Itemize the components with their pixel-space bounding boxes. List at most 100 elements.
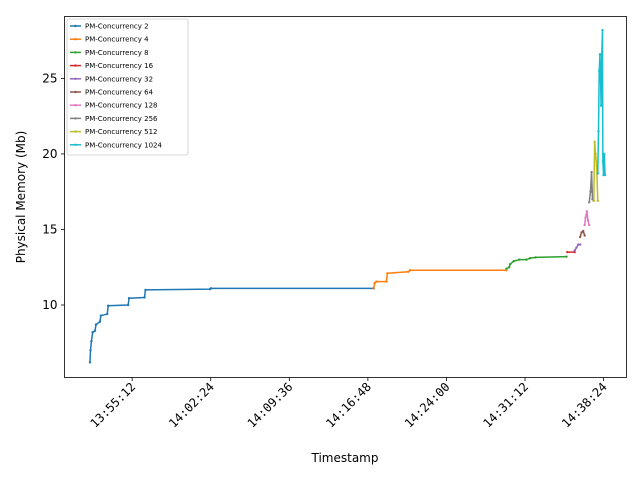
data-point <box>598 53 602 56</box>
y-axis-label: Physical Memory (Mb) <box>14 131 28 264</box>
data-point <box>89 349 92 352</box>
data-point <box>517 258 521 261</box>
legend-label: PM-Concurrency 256 <box>85 115 158 123</box>
data-point <box>577 243 580 246</box>
legend-label: PM-Concurrency 128 <box>85 102 157 110</box>
data-point <box>583 223 586 227</box>
data-point <box>601 28 604 32</box>
y-tick-label: 20 <box>42 147 57 161</box>
legend-label: PM-Concurrency 32 <box>85 75 153 83</box>
data-point <box>512 259 515 263</box>
data-point <box>599 80 602 83</box>
data-point <box>601 160 605 163</box>
y-tick-label: 15 <box>42 222 57 236</box>
data-point <box>566 250 569 254</box>
data-point <box>583 234 586 237</box>
legend-label: PM-Concurrency 16 <box>85 62 154 70</box>
series-7 <box>583 210 591 227</box>
data-point <box>590 170 593 174</box>
data-point <box>127 297 131 300</box>
legend-marker <box>74 64 77 67</box>
data-point <box>90 340 93 343</box>
legend-label: PM-Concurrency 4 <box>85 36 149 44</box>
data-point <box>584 216 587 219</box>
data-point <box>585 210 589 213</box>
data-point <box>582 229 585 233</box>
series-layer <box>88 28 607 364</box>
data-point <box>594 152 597 156</box>
data-point <box>144 288 147 292</box>
legend-marker <box>74 143 77 146</box>
legend-marker <box>74 117 77 120</box>
series-3 <box>505 255 568 270</box>
legend-item: PM-Concurrency 8 <box>70 49 149 57</box>
data-point <box>505 267 508 270</box>
data-point <box>106 312 109 316</box>
data-point <box>99 314 103 317</box>
data-point <box>592 199 595 202</box>
legend-marker <box>74 77 77 81</box>
data-point <box>593 140 596 144</box>
series-1 <box>88 287 375 364</box>
data-point <box>573 249 576 252</box>
data-point <box>372 287 375 290</box>
data-point <box>598 69 601 73</box>
data-point <box>386 272 389 275</box>
data-point <box>93 329 97 332</box>
legend-item: PM-Concurrency 128 <box>70 102 157 110</box>
data-point <box>106 304 110 307</box>
data-point <box>580 231 583 234</box>
y-tick-label: 10 <box>42 298 57 312</box>
legend-item: PM-Concurrency 64 <box>70 89 154 97</box>
legend-label: PM-Concurrency 64 <box>85 89 154 97</box>
data-point <box>507 266 511 269</box>
series-6 <box>578 229 586 239</box>
legend-label: PM-Concurrency 1024 <box>85 141 162 149</box>
legend-item: PM-Concurrency 16 <box>70 62 154 70</box>
data-point <box>385 280 388 283</box>
legend-item: PM-Concurrency 4 <box>70 36 149 44</box>
data-point <box>586 219 590 222</box>
legend-item: PM-Concurrency 256 <box>70 115 158 123</box>
series-2 <box>372 269 508 290</box>
data-point <box>589 190 592 193</box>
legend-marker <box>74 24 77 28</box>
legend: PM-Concurrency 2 PM-Concurrency 4 PM-Concu… <box>66 18 189 156</box>
data-point <box>596 199 599 202</box>
data-point <box>373 281 376 285</box>
data-point <box>407 270 410 273</box>
data-point <box>209 287 213 290</box>
y-axis-ticks: 10 15 20 25 <box>42 71 65 312</box>
series-5 <box>573 243 582 252</box>
data-point <box>98 320 102 323</box>
legend-label: PM-Concurrency 2 <box>85 23 149 31</box>
legend-marker <box>74 104 77 107</box>
plot-frame <box>64 16 627 378</box>
legend-item: PM-Concurrency 512 <box>70 128 157 136</box>
legend-marker <box>74 130 77 133</box>
data-point <box>603 152 606 156</box>
legend-label: PM-Concurrency 8 <box>85 49 149 57</box>
legend-item: PM-Concurrency 2 <box>70 23 149 31</box>
series-10 <box>596 28 607 177</box>
data-point <box>143 296 146 299</box>
data-point <box>91 330 94 334</box>
data-point <box>88 361 92 364</box>
x-axis-label: Timestamp <box>311 451 379 465</box>
y-tick-label: 25 <box>42 71 57 85</box>
data-point <box>94 323 98 326</box>
legend-box <box>66 18 189 156</box>
data-point <box>408 269 412 272</box>
legend-marker <box>74 38 77 41</box>
legend-label: PM-Concurrency 512 <box>85 128 157 136</box>
data-point <box>600 54 603 57</box>
legend-marker <box>74 90 77 94</box>
data-point <box>565 255 568 258</box>
data-point <box>375 280 378 283</box>
data-point <box>603 173 607 177</box>
data-point <box>596 172 599 175</box>
data-point <box>588 201 591 204</box>
legend-item: PM-Concurrency 1024 <box>70 141 162 149</box>
data-point <box>126 303 130 307</box>
